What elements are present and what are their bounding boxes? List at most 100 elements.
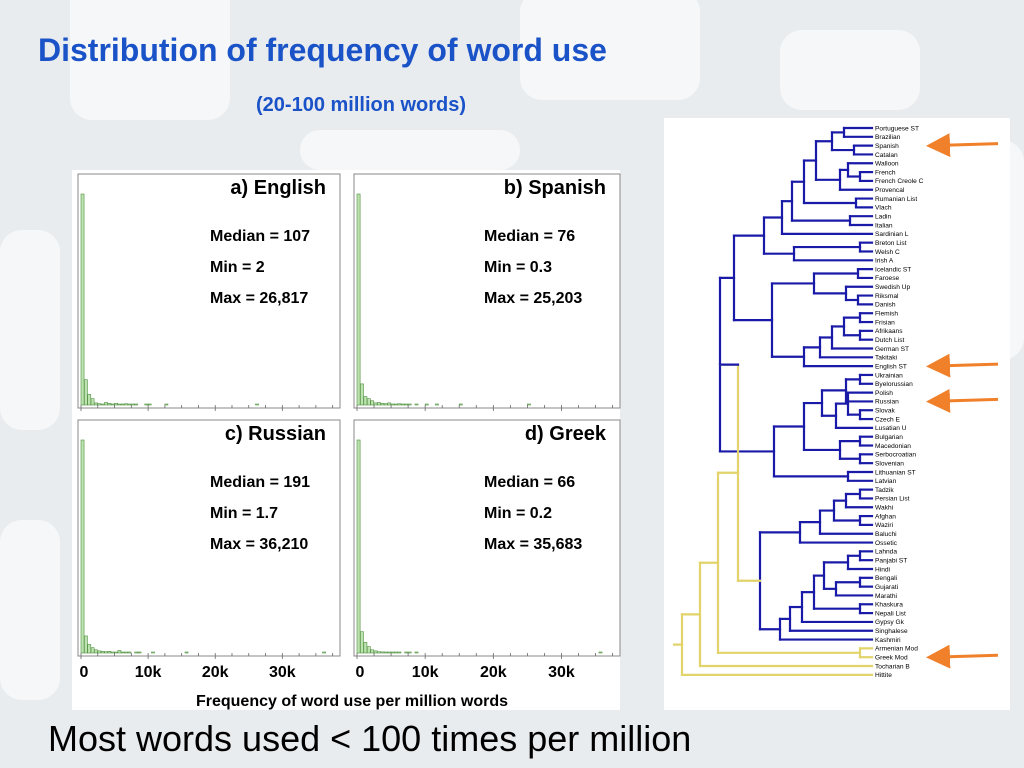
histogram-bar bbox=[598, 651, 603, 654]
histogram-bar bbox=[380, 651, 385, 654]
panel-title: b) Spanish bbox=[504, 177, 606, 199]
leaf-label: Gujarati bbox=[875, 584, 899, 591]
histogram-bar bbox=[97, 403, 102, 406]
leaf-label: Tocharian B bbox=[875, 663, 910, 670]
histogram-bar bbox=[104, 402, 108, 406]
x-axis-label: Frequency of word use per million words bbox=[196, 693, 508, 710]
background-puzzle-piece bbox=[780, 30, 920, 110]
histogram-bar bbox=[360, 631, 364, 654]
panel-stat: Min = 0.2 bbox=[484, 505, 552, 522]
x-tick-label: 0 bbox=[356, 664, 365, 681]
histogram-bar bbox=[84, 379, 88, 406]
leaf-label: Rumanian List bbox=[875, 196, 917, 203]
leaf-label: Armenian Mod bbox=[875, 646, 918, 653]
x-tick-label: 30k bbox=[548, 664, 575, 681]
histogram-bar bbox=[356, 193, 361, 406]
histogram-bar bbox=[117, 650, 122, 654]
leaf-label: Frisian bbox=[875, 319, 895, 326]
leaf-label: Greek Mod bbox=[875, 655, 908, 662]
panel-frame bbox=[353, 419, 621, 657]
histogram-bar bbox=[124, 403, 128, 406]
leaf-label: Irish A bbox=[875, 258, 894, 265]
histogram-bar bbox=[424, 403, 429, 406]
x-tick-label: 30k bbox=[269, 664, 296, 681]
panel-stat: Max = 36,210 bbox=[210, 536, 308, 553]
leaf-label: Vlach bbox=[875, 205, 892, 212]
leaf-label: Wakhi bbox=[875, 505, 894, 512]
leaf-label: Lusatian U bbox=[875, 425, 907, 432]
histogram-bar bbox=[387, 402, 392, 406]
histogram-bar bbox=[80, 193, 85, 406]
leaf-label: Breton List bbox=[875, 240, 907, 247]
leaf-label: Singhalese bbox=[875, 628, 908, 635]
histogram-bar bbox=[414, 403, 419, 406]
x-tick-label: 10k bbox=[135, 664, 162, 681]
histogram-bar bbox=[363, 396, 368, 406]
histogram-bar bbox=[151, 651, 155, 654]
histogram-bar bbox=[134, 651, 139, 654]
histogram-bar bbox=[404, 651, 409, 654]
highlight-arrow bbox=[926, 644, 999, 669]
histogram-bar bbox=[94, 649, 98, 654]
slide-caption: Most words used < 100 times per million bbox=[48, 718, 692, 759]
leaf-label: Welsh C bbox=[875, 249, 900, 256]
panel-stat: Median = 76 bbox=[484, 228, 575, 245]
leaf-label: Ladin bbox=[875, 214, 891, 221]
panel-stat: Median = 191 bbox=[210, 474, 310, 491]
leaf-label: French bbox=[875, 169, 896, 176]
histogram-bar bbox=[394, 403, 398, 406]
histogram-bar bbox=[380, 403, 385, 406]
panel-stat: Min = 0.3 bbox=[484, 259, 552, 276]
leaf-label: Afghan bbox=[875, 513, 896, 520]
histogram-bar bbox=[383, 403, 388, 406]
histogram-bar bbox=[94, 402, 98, 406]
leaf-label: Sardinian L bbox=[875, 231, 909, 238]
histogram-bar bbox=[80, 439, 85, 654]
x-tick-label: 20k bbox=[480, 664, 507, 681]
slide-subtitle: (20-100 million words) bbox=[256, 94, 467, 116]
leaf-label: Marathi bbox=[875, 593, 898, 600]
leaf-label: Baluchi bbox=[875, 531, 897, 538]
histogram-bar bbox=[370, 400, 375, 406]
histogram-bar bbox=[435, 403, 439, 406]
leaf-label: Waziri bbox=[875, 522, 894, 529]
histogram-bar bbox=[366, 646, 371, 654]
histogram-bar bbox=[363, 642, 368, 654]
leaf-label: Serbocroatian bbox=[875, 452, 916, 459]
histogram-bar bbox=[97, 650, 102, 654]
histogram-panels: a) English Median = 107 Min = 2 Max = 26,81… bbox=[72, 170, 621, 710]
leaf-label: Italian bbox=[875, 222, 893, 229]
leaf-label: Portuguese ST bbox=[875, 125, 919, 132]
leaf-label: English ST bbox=[875, 363, 907, 370]
panel-stat: Min = 2 bbox=[210, 259, 265, 276]
leaf-label: Ossetic bbox=[875, 540, 898, 547]
leaf-label: Catalan bbox=[875, 152, 898, 159]
histogram-bar bbox=[90, 398, 95, 406]
histogram-bar bbox=[527, 403, 531, 406]
leaf-label: Gypsy Gk bbox=[875, 619, 905, 626]
panel-frame bbox=[77, 173, 341, 409]
histogram-bar bbox=[110, 651, 115, 654]
leaf-label: Czech E bbox=[875, 416, 901, 423]
histogram-bar bbox=[360, 383, 364, 406]
background-puzzle-piece bbox=[520, 0, 700, 100]
histogram-bar bbox=[120, 651, 125, 654]
histogram-bar bbox=[147, 403, 152, 406]
leaf-label: Dutch List bbox=[875, 337, 904, 344]
leaf-label: Bulgarian bbox=[875, 434, 903, 441]
histogram-bar bbox=[377, 651, 381, 654]
histogram-bar bbox=[120, 403, 125, 406]
leaf-label: Flemish bbox=[875, 311, 898, 318]
histogram-bar bbox=[387, 651, 392, 654]
leaf-label: Russian bbox=[875, 399, 899, 406]
histogram-bar bbox=[124, 651, 128, 654]
highlight-arrow bbox=[926, 133, 999, 158]
leaf-label: Tadzik bbox=[875, 487, 894, 494]
leaf-label: Byelorussian bbox=[875, 381, 913, 388]
language-tree-figure: Portuguese ST Brazilian Spanish Catalan Wall… bbox=[664, 118, 1010, 710]
histogram-panel: d) Greek Median = 66 Min = 0.2 Max = 35,683 bbox=[353, 419, 621, 659]
background-puzzle-piece bbox=[0, 520, 60, 700]
background-puzzle-piece bbox=[70, 0, 230, 120]
histogram-panel: b) Spanish Median = 76 Min = 0.3 Max = 25,2… bbox=[353, 173, 621, 411]
histogram-bar bbox=[100, 650, 105, 654]
